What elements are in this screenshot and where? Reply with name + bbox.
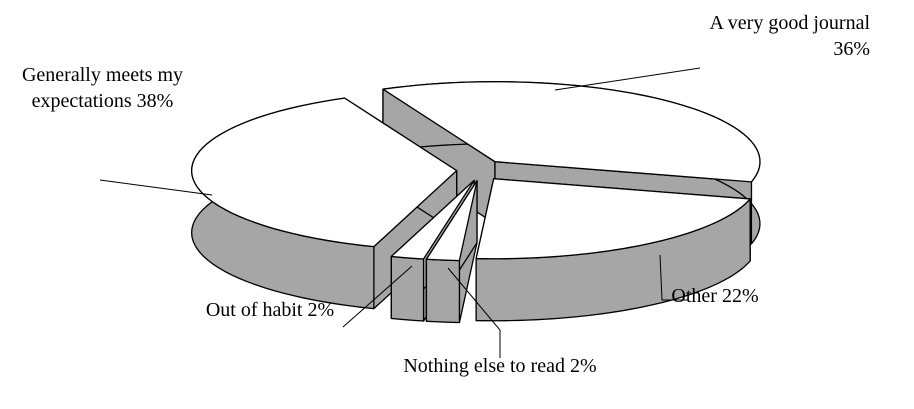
slice-wall: [390, 255, 425, 322]
value-label: 38%: [136, 90, 174, 112]
category-name: A very good journal: [709, 12, 870, 34]
slice-top: [382, 81, 761, 183]
value-label: 22%: [721, 285, 759, 307]
slice-top: [425, 180, 478, 262]
leader-line: [447, 267, 501, 358]
slice-top: [191, 97, 458, 248]
value-label: 2%: [569, 355, 597, 377]
value-label: 36%: [833, 38, 870, 60]
slice-label: A very good journal 36%: [680, 10, 870, 62]
leader-line: [659, 254, 688, 301]
slice-top: [475, 178, 751, 260]
leader-line: [342, 265, 413, 328]
slice-label: Nothing else to read 2%: [400, 353, 600, 379]
category-name: Nothing else to read: [403, 355, 565, 377]
slice-wall: [425, 258, 461, 324]
category-name: Generally meets my expectations: [21, 64, 184, 112]
leader-line: [99, 179, 213, 196]
slice-label: Out of habit 2%: [190, 297, 350, 323]
slice-label: Generally meets my expectations 38%: [5, 62, 200, 114]
category-name: Out of habit: [205, 299, 303, 321]
slice-label: Other 22%: [640, 283, 790, 309]
slice-top: [390, 179, 475, 260]
leader-line: [554, 67, 701, 91]
value-label: 2%: [307, 299, 335, 321]
category-name: Other: [671, 285, 717, 307]
